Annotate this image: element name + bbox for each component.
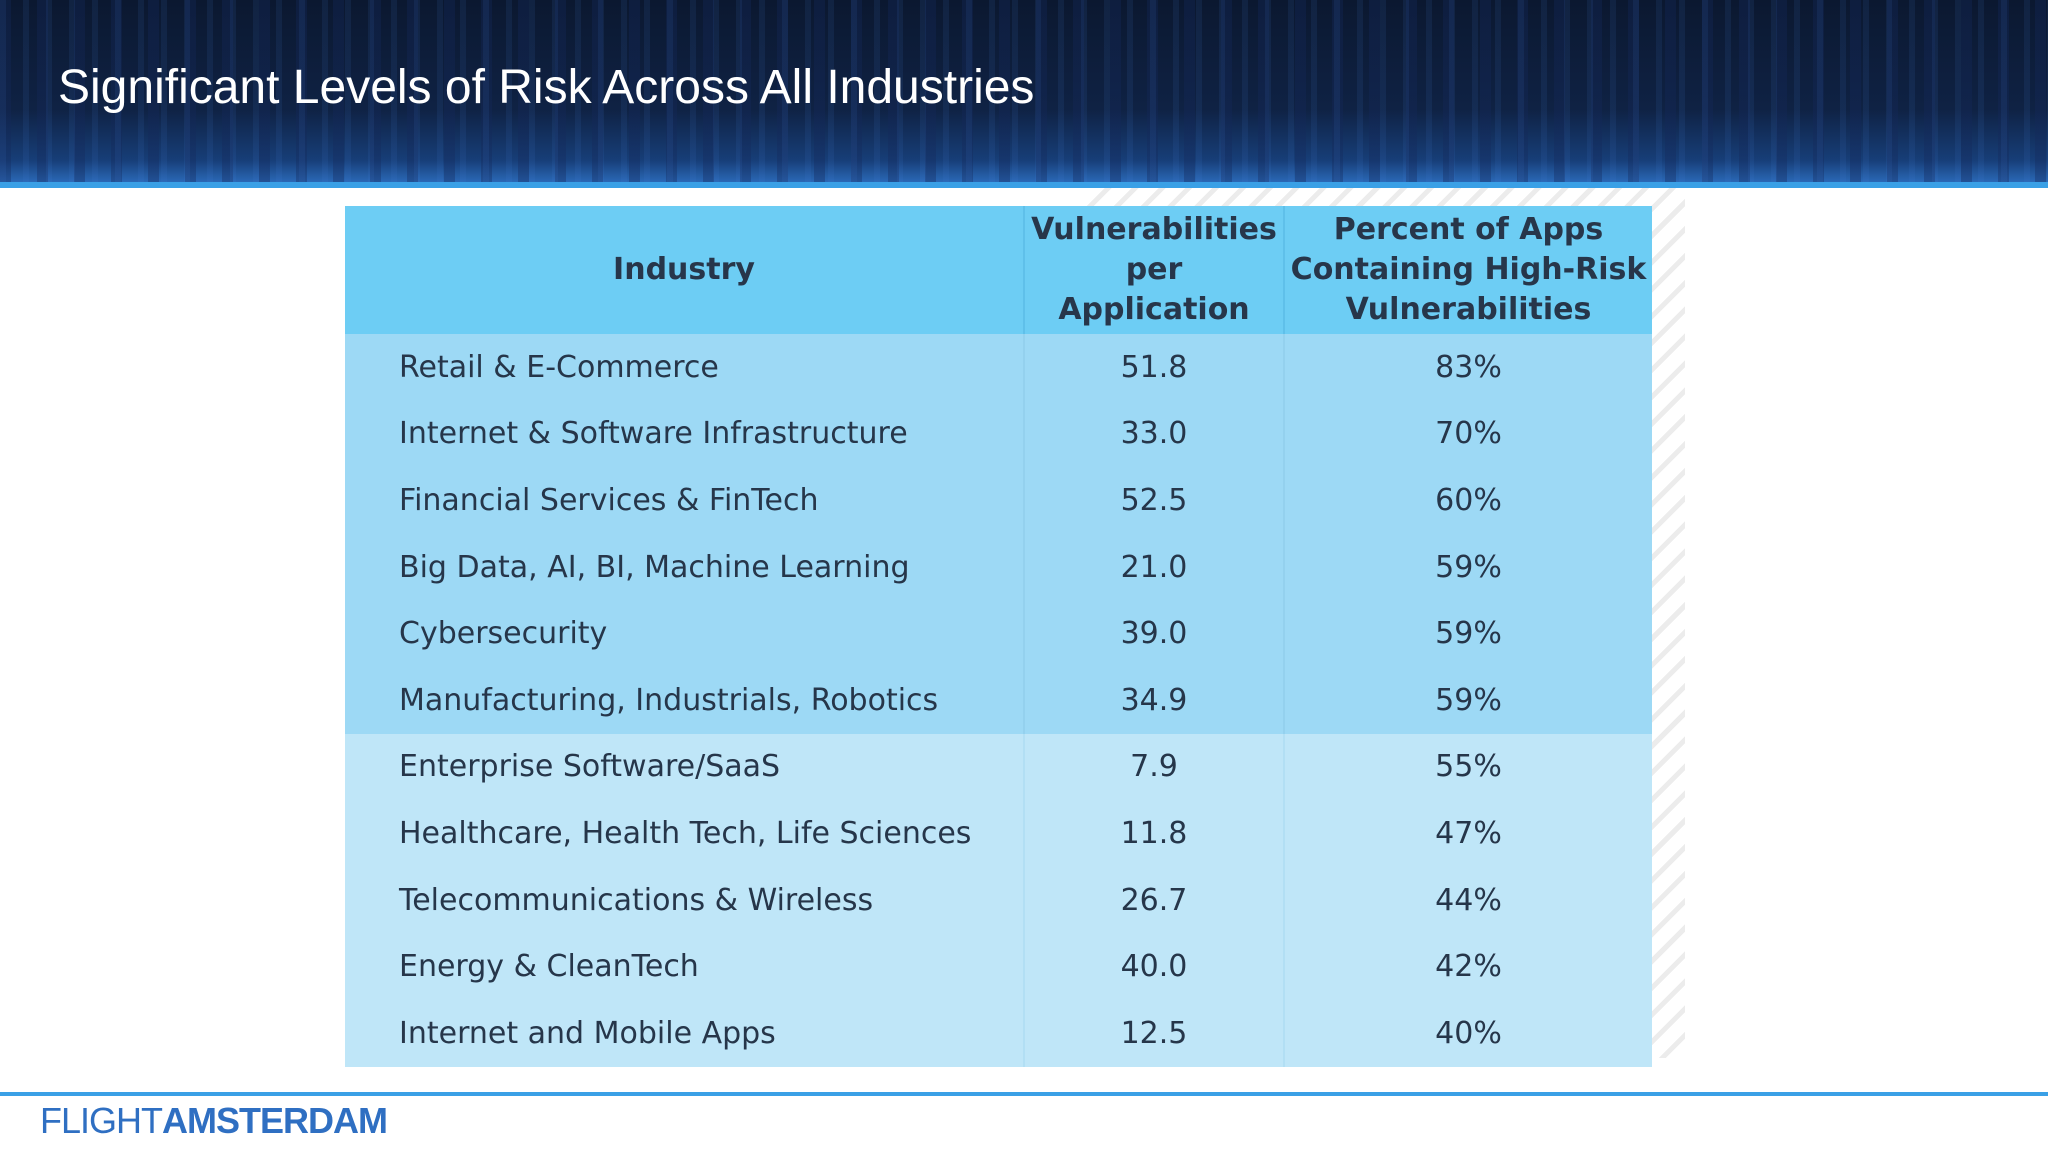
cell-vulns: 34.9 xyxy=(1023,666,1284,734)
table-row: Internet and Mobile Apps 12.5 40% xyxy=(345,999,1652,1067)
cell-pct: 59% xyxy=(1283,533,1652,601)
cell-industry: Financial Services & FinTech xyxy=(345,467,1024,534)
flightamsterdam-logo: FLIGHTAMSTERDAM xyxy=(40,1100,388,1142)
cell-industry: Internet & Software Infrastructure xyxy=(345,400,1024,468)
cell-industry: Healthcare, Health Tech, Life Sciences xyxy=(345,800,1024,867)
slide-header xyxy=(0,0,2048,182)
cell-vulns: 33.0 xyxy=(1023,400,1284,468)
cell-vulns: 21.0 xyxy=(1023,533,1284,601)
table-row: Internet & Software Infrastructure 33.0 … xyxy=(345,400,1652,468)
cell-industry: Retail & E-Commerce xyxy=(345,334,1024,401)
logo-text-light: FLIGHT xyxy=(40,1100,163,1141)
header-vulnerabilities: Vulnerabilities per Application xyxy=(1023,206,1284,334)
cell-vulns: 51.8 xyxy=(1023,334,1284,401)
cell-pct: 44% xyxy=(1283,866,1652,934)
slide-title: Significant Levels of Risk Across All In… xyxy=(58,61,1035,114)
cell-pct: 59% xyxy=(1283,666,1652,734)
cell-pct: 59% xyxy=(1283,600,1652,667)
cell-pct: 60% xyxy=(1283,467,1652,534)
footer-accent-line xyxy=(0,1092,2048,1096)
header-accent-line xyxy=(0,182,2048,188)
cell-pct: 42% xyxy=(1283,933,1652,1000)
cell-industry: Big Data, AI, BI, Machine Learning xyxy=(345,533,1024,601)
cell-industry: Energy & CleanTech xyxy=(345,933,1024,1000)
table-header-row: Industry Vulnerabilities per Application… xyxy=(345,206,1652,334)
cell-pct: 83% xyxy=(1283,334,1652,401)
table-row: Financial Services & FinTech 52.5 60% xyxy=(345,467,1652,534)
cell-industry: Cybersecurity xyxy=(345,600,1024,667)
cell-industry: Telecommunications & Wireless xyxy=(345,866,1024,934)
header-percent-high-risk: Percent of Apps Containing High-Risk Vul… xyxy=(1283,206,1652,334)
cell-vulns: 40.0 xyxy=(1023,933,1284,1000)
table-row: Manufacturing, Industrials, Robotics 34.… xyxy=(345,666,1652,734)
cell-vulns: 26.7 xyxy=(1023,866,1284,934)
table-row: Energy & CleanTech 40.0 42% xyxy=(345,933,1652,1000)
cell-pct: 40% xyxy=(1283,999,1652,1067)
table-row: Big Data, AI, BI, Machine Learning 21.0 … xyxy=(345,533,1652,601)
cell-vulns: 11.8 xyxy=(1023,800,1284,867)
table-row: Retail & E-Commerce 51.8 83% xyxy=(345,334,1652,401)
cell-vulns: 12.5 xyxy=(1023,999,1284,1067)
table-row: Telecommunications & Wireless 26.7 44% xyxy=(345,866,1652,934)
cell-vulns: 52.5 xyxy=(1023,467,1284,534)
table-row: Healthcare, Health Tech, Life Sciences 1… xyxy=(345,800,1652,867)
cell-industry: Internet and Mobile Apps xyxy=(345,999,1024,1067)
cell-pct: 47% xyxy=(1283,800,1652,867)
cell-industry: Manufacturing, Industrials, Robotics xyxy=(345,666,1024,734)
cell-industry: Enterprise Software/SaaS xyxy=(345,733,1024,801)
cell-vulns: 39.0 xyxy=(1023,600,1284,667)
cell-pct: 55% xyxy=(1283,733,1652,801)
table-row: Cybersecurity 39.0 59% xyxy=(345,600,1652,667)
risk-table: Industry Vulnerabilities per Application… xyxy=(345,206,1652,1067)
table-row: Enterprise Software/SaaS 7.9 55% xyxy=(345,733,1652,801)
cell-pct: 70% xyxy=(1283,400,1652,468)
logo-text-bold: AMSTERDAM xyxy=(162,1100,388,1141)
header-industry: Industry xyxy=(613,252,755,287)
cell-vulns: 7.9 xyxy=(1023,733,1284,801)
